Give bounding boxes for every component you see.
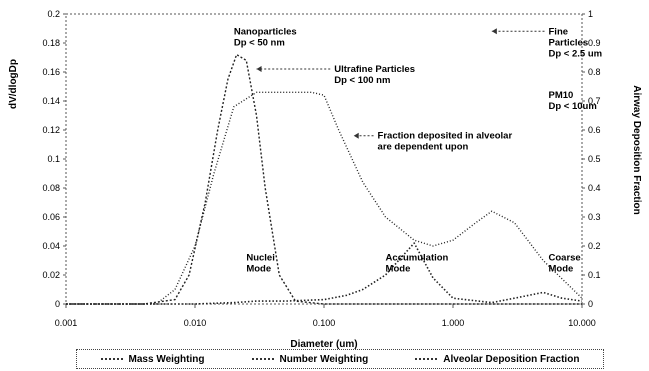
- annotation-text: Nanoparticles: [234, 26, 297, 37]
- annotation-text: PM10: [549, 90, 574, 101]
- series-mass-weighting: [66, 242, 583, 305]
- left-tick-label: 0.12: [42, 125, 60, 135]
- x-axis-ticks: 0.001 0.010 0.100 1.000 10.000: [55, 304, 596, 328]
- annotation-arrow-head: [256, 66, 262, 72]
- left-tick-label: 0.08: [42, 183, 60, 193]
- left-y-axis-title: dV/dlogDp: [8, 59, 19, 109]
- x-tick-label: 10.000: [568, 318, 596, 328]
- annotation-text: Mode: [386, 264, 411, 275]
- annotation-arrow-head: [353, 132, 359, 139]
- legend-label-number: Number Weighting: [279, 353, 369, 365]
- left-tick-label: 0.18: [42, 38, 60, 48]
- left-tick-label: 0.2: [47, 9, 60, 19]
- right-y-axis-title: Airway Deposition Fraction: [631, 85, 642, 214]
- right-tick-label: 0.7: [588, 96, 601, 106]
- legend-swatch-mass: [100, 358, 123, 360]
- annotation-text: Coarse: [549, 253, 581, 264]
- legend: Mass Weighting Number Weighting Alveolar…: [76, 349, 604, 369]
- legend-label-alveolar: Alveolar Deposition Fraction: [443, 353, 580, 365]
- legend-item-mass: Mass Weighting: [100, 353, 205, 365]
- x-tick-label: 0.001: [55, 318, 78, 328]
- right-tick-label: 0.5: [588, 154, 601, 164]
- legend-item-alveolar: Alveolar Deposition Fraction: [415, 354, 579, 365]
- annotation-text: Nuclei: [246, 253, 275, 264]
- right-tick-label: 0.3: [588, 212, 601, 222]
- right-tick-label: 0.1: [588, 270, 601, 280]
- annotation-text: Fine: [549, 26, 569, 37]
- left-tick-label: 0.14: [42, 96, 60, 106]
- right-tick-label: 0.2: [588, 241, 601, 251]
- legend-label-mass: Mass Weighting: [128, 353, 205, 365]
- left-tick-label: 0.1: [47, 154, 60, 164]
- annotation-text: Mode: [246, 264, 271, 275]
- annotation-text: Dp < 2.5 um: [549, 48, 603, 59]
- annotation-text: Mode: [549, 264, 574, 275]
- left-tick-label: 0.04: [42, 241, 60, 251]
- annotation-text: Ultrafine Particles: [334, 64, 415, 75]
- left-y-axis-ticks: 0.2 0.18 0.16 0.14 0.12 0.1 0.08 0.06 0.04 0.02 0: [42, 9, 66, 309]
- left-tick-label: 0.06: [42, 212, 60, 222]
- annotation-text: Dp < 50 nm: [234, 37, 285, 48]
- left-tick-label: 0.02: [42, 270, 60, 280]
- right-tick-label: 1: [588, 9, 593, 19]
- right-tick-label: 0.6: [588, 125, 601, 135]
- annotation-text: are dependent upon: [378, 142, 469, 153]
- x-axis-title: Diameter (um): [290, 339, 357, 350]
- x-tick-label: 0.010: [184, 318, 207, 328]
- left-tick-label: 0.16: [42, 67, 60, 77]
- right-tick-label: 0.8: [588, 67, 601, 77]
- left-tick-label: 0: [55, 299, 60, 309]
- right-tick-label: 0: [588, 299, 593, 309]
- legend-swatch-number: [251, 358, 274, 360]
- plot-frame: [65, 13, 583, 305]
- annotation-text: Particles: [549, 37, 589, 48]
- series-number-weighting: [66, 53, 582, 305]
- legend-swatch-alveolar: [415, 358, 438, 360]
- right-tick-label: 0.9: [588, 38, 601, 48]
- annotation-text: Accumulation: [386, 253, 449, 264]
- legend-item-number: Number Weighting: [251, 353, 369, 365]
- series-alveolar-deposition: [66, 91, 583, 305]
- annotation-arrow-head: [491, 28, 497, 35]
- right-tick-label: 0.4: [588, 183, 601, 193]
- annotation-text: Dp < 10um: [549, 101, 597, 112]
- annotation-text: Fraction deposited in alveolar: [378, 131, 513, 142]
- series-group: [66, 53, 583, 305]
- x-tick-label: 1.000: [442, 318, 465, 328]
- x-tick-label: 0.100: [313, 318, 336, 328]
- annotation-text: Dp < 100 nm: [334, 75, 390, 86]
